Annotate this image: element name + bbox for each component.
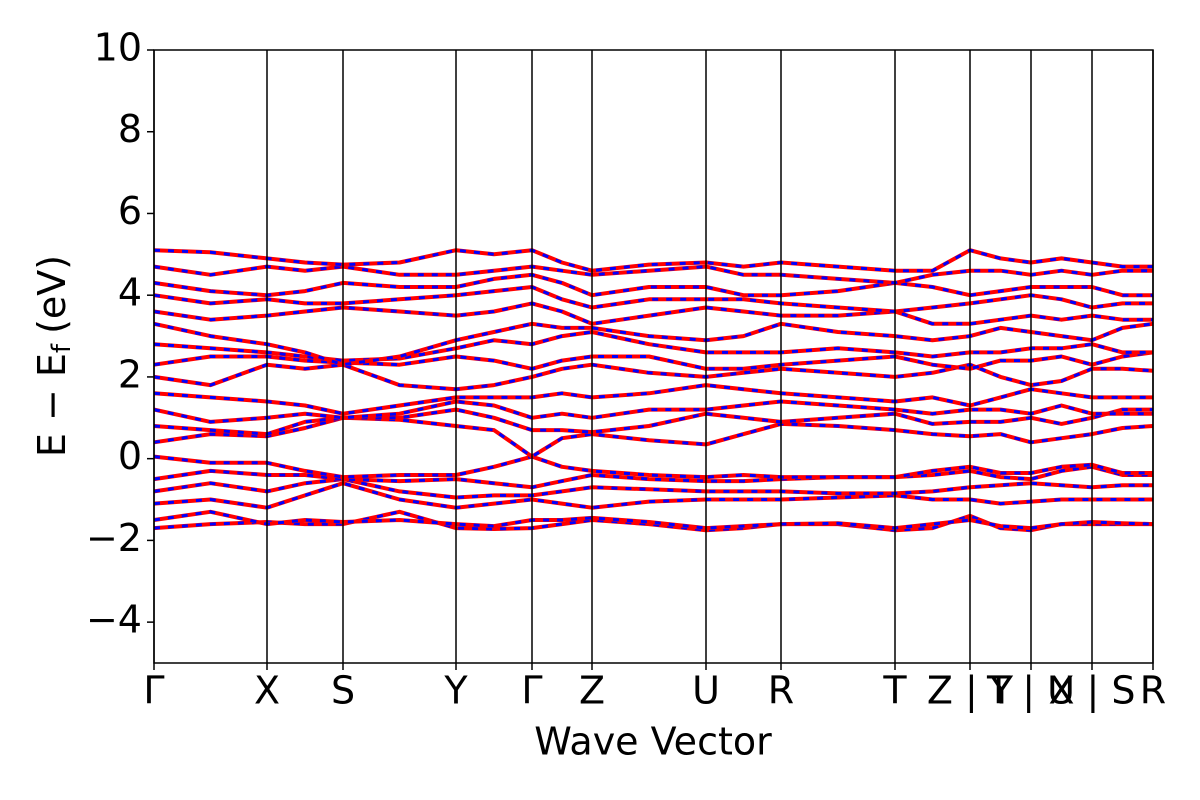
x-tick-label: Γ xyxy=(143,669,164,713)
x-tick-label: R xyxy=(768,669,794,713)
y-tick-label: −4 xyxy=(86,598,142,642)
y-tick-label: 10 xyxy=(94,26,142,70)
y-tick-label: 0 xyxy=(118,434,142,478)
y-tick-label: −2 xyxy=(86,516,142,560)
band-line xyxy=(153,264,1153,285)
x-tick-label: U xyxy=(692,669,720,713)
x-tick-label: Y xyxy=(443,669,468,713)
y-tick-label: 6 xyxy=(118,189,142,233)
x-tick-label: R xyxy=(1140,669,1166,713)
y-tick-label: 4 xyxy=(118,271,142,315)
y-label-main: E − E xyxy=(30,353,74,457)
x-axis-label: Wave Vector xyxy=(534,720,772,764)
x-tick-label: Γ xyxy=(521,669,542,713)
x-tick-label: T xyxy=(882,669,907,713)
x-tick-label: S xyxy=(331,669,355,713)
x-tick-label: X | S xyxy=(1048,669,1135,714)
y-label-sub: f xyxy=(47,343,77,353)
y-tick-label: 8 xyxy=(118,107,142,151)
plot-area xyxy=(153,248,1154,533)
y-label-unit: (eV) xyxy=(30,255,74,334)
x-tick-label: T | U xyxy=(986,669,1075,714)
x-tick-label: X xyxy=(254,669,280,713)
y-axis-label: E − Ef (eV) xyxy=(30,255,77,457)
x-tick-label: Z xyxy=(579,669,605,713)
band-line xyxy=(153,248,1153,273)
y-tick-label: 2 xyxy=(118,352,142,396)
x-tick-label: Z | Y xyxy=(927,669,1014,714)
